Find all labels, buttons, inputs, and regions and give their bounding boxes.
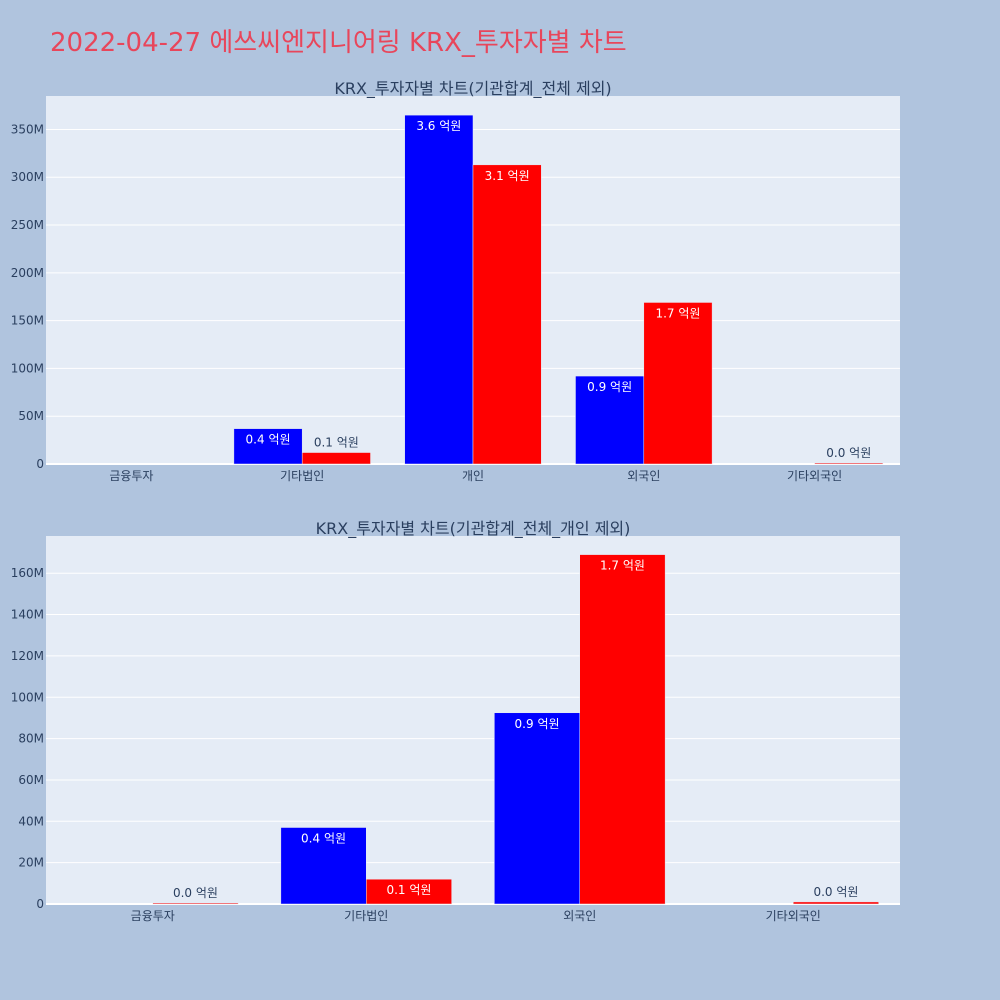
- y-tick-label: 100M: [11, 361, 44, 375]
- y-tick-label: 0: [36, 457, 44, 471]
- data-label: 3.1 억원: [485, 169, 530, 183]
- data-label: 0.1 억원: [314, 436, 359, 450]
- y-tick-label: 200M: [11, 266, 44, 280]
- bar: [152, 902, 239, 905]
- x-tick-label: 기타법인: [344, 909, 388, 923]
- y-tick-label: 150M: [11, 314, 44, 328]
- y-tick-label: 60M: [18, 773, 44, 787]
- x-tick-label: 외국인: [563, 909, 596, 923]
- y-tick-label: 80M: [18, 732, 44, 746]
- bar: [575, 375, 645, 465]
- data-label: 0.0 억원: [813, 885, 858, 899]
- y-tick-label: 100M: [11, 690, 44, 704]
- plot-area: [46, 536, 900, 904]
- data-label: 1.7 억원: [600, 559, 645, 573]
- y-tick-label: 300M: [11, 170, 44, 184]
- bar: [366, 878, 452, 905]
- data-label: 0.9 억원: [587, 380, 632, 394]
- chart-institution-excluded: KRX_투자자별 차트(기관합계_전체 제외) 0 50M 100M 150M 200M 2…: [11, 79, 900, 483]
- y-tick-label: 20M: [18, 856, 44, 870]
- x-tick-label: 외국인: [627, 469, 660, 483]
- y-tick-label: 350M: [11, 122, 44, 136]
- y-tick-label: 40M: [18, 814, 44, 828]
- x-tick-label: 기타외국인: [787, 469, 842, 483]
- x-tick-label: 개인: [462, 469, 484, 483]
- bar: [814, 462, 884, 465]
- bar: [301, 452, 371, 465]
- data-label: 0.4 억원: [301, 832, 346, 846]
- bar: [494, 712, 581, 905]
- x-tick-label: 기타법인: [280, 469, 324, 483]
- data-label: 3.6 억원: [416, 119, 461, 133]
- y-tick-label: 140M: [11, 608, 44, 622]
- bar: [280, 827, 367, 905]
- chart-title: KRX_투자자별 차트(기관합계_전체 제외): [334, 79, 611, 99]
- bar: [643, 302, 713, 465]
- bar: [404, 114, 474, 465]
- y-tick-label: 120M: [11, 649, 44, 663]
- data-label: 0.1 억원: [386, 883, 431, 897]
- y-tick-label: 50M: [18, 409, 44, 423]
- y-tick-label: 160M: [11, 566, 44, 580]
- page-title: 2022-04-27 에쓰씨엔지니어링 KRX_투자자별 차트: [50, 28, 627, 58]
- bar: [793, 901, 879, 905]
- data-label: 1.7 억원: [655, 306, 700, 320]
- x-tick-label: 금융투자: [131, 909, 175, 923]
- x-tick-label: 기타외국인: [766, 909, 821, 923]
- bar: [579, 554, 666, 905]
- data-label: 0.0 억원: [173, 886, 218, 900]
- y-tick-label: 250M: [11, 218, 44, 232]
- data-label: 0.0 억원: [826, 446, 871, 460]
- x-tick-label: 금융투자: [109, 469, 153, 483]
- bar: [472, 164, 542, 465]
- data-label: 0.4 억원: [246, 433, 291, 447]
- chart-institution-individual-excluded: KRX_투자자별 차트(기관합계_전체_개인 제외) 0 20M 40M 60M 80M 1…: [11, 519, 900, 923]
- chart-title: KRX_투자자별 차트(기관합계_전체_개인 제외): [316, 519, 631, 539]
- y-tick-label: 0: [36, 897, 44, 911]
- bar: [233, 428, 303, 465]
- data-label: 0.9 억원: [515, 717, 560, 731]
